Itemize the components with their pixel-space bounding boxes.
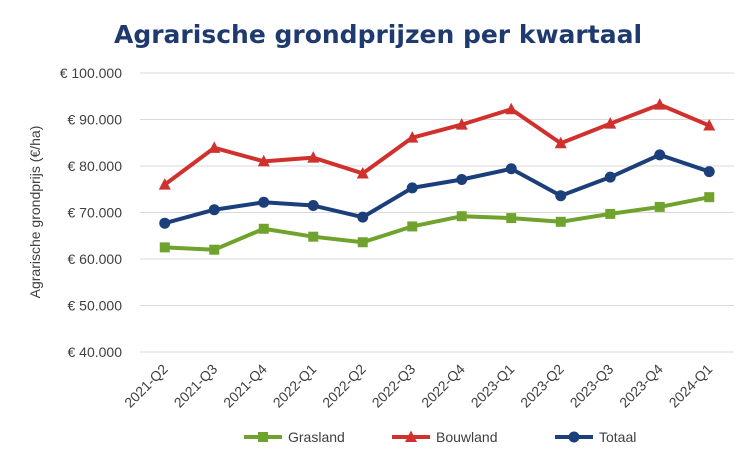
data-point-grasland: [357, 237, 368, 248]
series-grasland: [159, 192, 715, 255]
x-tick-label: 2022-Q3: [369, 361, 419, 411]
series-bouwland: [158, 98, 716, 190]
x-tick-label: 2022-Q4: [418, 361, 468, 411]
series-group: [158, 98, 716, 255]
data-point-grasland: [605, 208, 616, 219]
x-tick-label: 2023-Q3: [567, 361, 617, 411]
series-totaal: [159, 149, 715, 229]
y-tick-label: € 80.000: [68, 158, 123, 174]
gridlines: [140, 72, 734, 353]
data-point-bouwland: [703, 119, 716, 131]
data-point-totaal: [505, 163, 517, 175]
series-line-totaal: [164, 152, 710, 226]
data-point-grasland: [159, 242, 170, 253]
data-point-totaal: [208, 204, 220, 216]
legend-label: Totaal: [599, 429, 636, 445]
x-tick-label: 2021-Q3: [171, 361, 221, 411]
legend-item-bouwland: Bouwland: [392, 429, 498, 445]
legend: Grasland Bouwland Totaal: [244, 429, 636, 445]
data-point-totaal: [654, 149, 666, 161]
data-point-bouwland: [455, 118, 468, 130]
y-tick-label: € 40.000: [68, 344, 123, 360]
legend-marker: [258, 432, 268, 442]
data-point-bouwland: [505, 102, 518, 115]
x-axis-ticks: 2021-Q2 2021-Q3 2021-Q4 2022-Q1 2022-Q2 2022-…: [121, 361, 715, 411]
legend-item-grasland: Grasland: [244, 429, 345, 445]
data-point-bouwland: [208, 141, 221, 153]
data-point-grasland: [555, 216, 566, 227]
x-tick-label: 2022-Q2: [319, 361, 369, 411]
x-tick-label: 2022-Q1: [270, 361, 320, 411]
data-point-grasland: [308, 231, 319, 242]
data-point-totaal: [456, 173, 468, 185]
data-point-grasland: [456, 211, 467, 222]
data-point-grasland: [654, 201, 665, 212]
data-point-totaal: [604, 171, 616, 183]
y-tick-label: € 100.000: [60, 65, 122, 81]
data-point-grasland: [506, 213, 517, 224]
data-point-grasland: [258, 223, 269, 234]
legend-label: Bouwland: [436, 429, 498, 445]
y-tick-label: € 60.000: [68, 251, 123, 267]
data-point-bouwland: [604, 117, 617, 129]
x-tick-label: 2023-Q4: [616, 361, 666, 411]
legend-marker: [405, 430, 417, 442]
data-point-totaal: [307, 200, 319, 212]
legend-marker: [568, 431, 580, 443]
data-point-bouwland: [406, 131, 419, 143]
y-tick-label: € 90.000: [68, 112, 123, 128]
data-point-bouwland: [158, 178, 171, 190]
data-point-bouwland: [356, 166, 369, 179]
data-point-bouwland: [257, 154, 270, 167]
y-tick-label: € 50.000: [68, 298, 123, 314]
legend-label: Grasland: [288, 429, 345, 445]
data-point-totaal: [159, 217, 171, 229]
data-point-totaal: [555, 190, 567, 202]
data-point-bouwland: [307, 151, 320, 163]
data-point-totaal: [357, 211, 369, 223]
series-line-grasland: [164, 195, 710, 252]
x-tick-label: 2021-Q4: [220, 361, 270, 411]
x-tick-label: 2023-Q2: [517, 361, 567, 411]
data-point-bouwland: [554, 136, 567, 149]
data-point-totaal: [258, 196, 270, 208]
x-tick-label: 2021-Q2: [121, 361, 171, 411]
data-point-totaal: [406, 182, 418, 194]
y-tick-label: € 70.000: [68, 205, 123, 221]
x-tick-label: 2024-Q1: [666, 361, 716, 411]
data-point-grasland: [704, 192, 715, 203]
chart-title: Agrarische grondprijzen per kwartaal: [114, 20, 642, 49]
data-point-bouwland: [653, 98, 666, 110]
x-tick-label: 2023-Q1: [468, 361, 518, 411]
series-line-bouwland: [163, 102, 711, 187]
y-axis-label: Agrarische grondprijs (€/ha): [27, 126, 43, 299]
data-point-grasland: [407, 221, 418, 232]
legend-item-totaal: Totaal: [555, 429, 636, 445]
data-point-totaal: [703, 166, 715, 178]
y-axis-ticks: € 40.000 € 50.000 € 60.000 € 70.000 € 80.000…: [60, 65, 123, 360]
data-point-grasland: [209, 244, 220, 255]
